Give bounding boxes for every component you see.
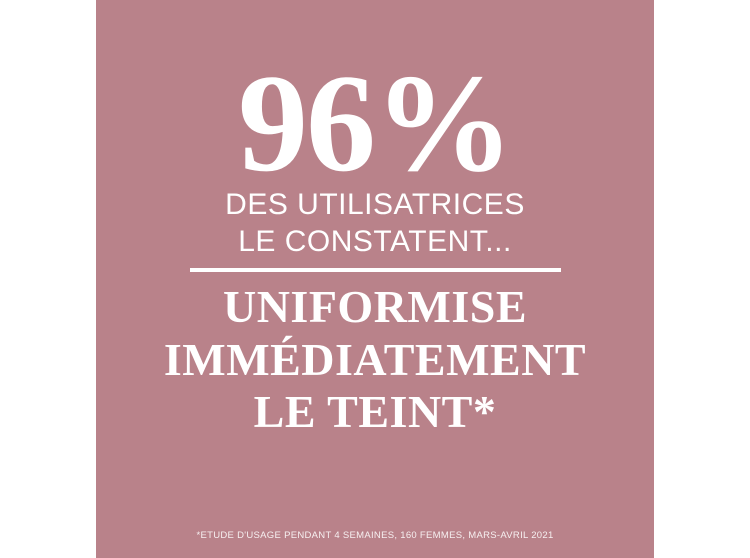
stat-subline-1: DES UTILISATRICES [225,188,525,221]
headline-line-1: UNIFORMISE [222,281,528,332]
claim-panel: 96% DES UTILISATRICES LE CONSTATENT... U… [96,0,654,558]
stat-value: 96% [238,46,514,201]
footnote-text: *ETUDE D'USAGE PENDANT 4 SEMAINES, 160 F… [196,530,554,541]
divider-line [190,268,561,272]
headline-line-3: LE TEINT* [253,386,497,437]
headline-line-2: IMMÉDIATEMENT [163,334,587,385]
stat-subline-2: LE CONSTATENT... [238,225,512,258]
